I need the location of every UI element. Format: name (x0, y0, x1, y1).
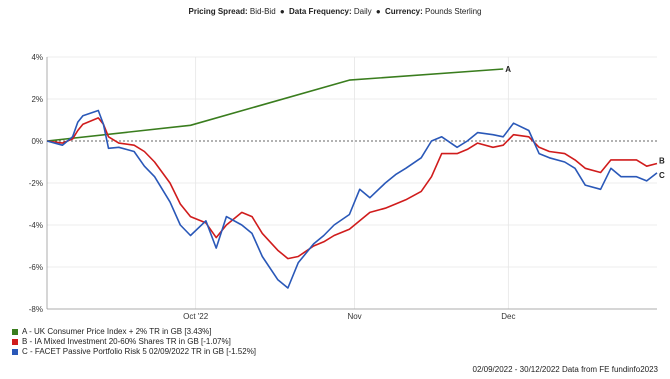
legend-swatch (12, 329, 18, 335)
series-end-labels: A BC (505, 65, 665, 180)
series-lines (46, 68, 658, 289)
y-tick-label: -6% (29, 263, 43, 272)
legend-item: B - IA Mixed Investment 20-60% Shares TR… (12, 337, 256, 347)
legend: A - UK Consumer Price Index + 2% TR in G… (12, 327, 256, 357)
legend-label: B - IA Mixed Investment 20-60% Shares TR… (22, 337, 231, 346)
currency-value: Pounds Sterling (425, 7, 482, 16)
chart-header: Pricing Spread: Bid-Bid ● Data Frequency… (0, 7, 670, 16)
y-tick-label: 4% (31, 53, 43, 62)
pricing-spread-value: Bid-Bid (249, 7, 276, 16)
series-end-label-a: A (505, 65, 511, 74)
x-tick-label: Nov (347, 312, 361, 321)
currency-key: Currency: (384, 7, 423, 16)
footer-source: 02/09/2022 - 30/12/2022 Data from FE fun… (472, 365, 658, 374)
legend-item: C - FACET Passive Portfolio Risk 5 02/09… (12, 347, 256, 357)
series-line-b (46, 117, 658, 260)
header-separator: ● (375, 7, 381, 16)
data-frequency-key: Data Frequency: (288, 7, 352, 16)
series-end-label-b: B (659, 156, 665, 165)
x-tick-label: Oct '22 (183, 312, 209, 321)
x-tick-label: Dec (501, 312, 515, 321)
y-tick-label: -4% (29, 221, 43, 230)
series-end-label-c: C (659, 171, 665, 180)
axes: 4% 2% 0% -2% -4% -6% -8% Oct '22 Nov Dec (29, 53, 657, 321)
legend-swatch (12, 349, 18, 355)
y-tick-label: -8% (29, 305, 43, 314)
legend-item: A - UK Consumer Price Index + 2% TR in G… (12, 327, 256, 337)
gridlines (47, 56, 657, 310)
y-tick-label: 0% (31, 137, 43, 146)
header-separator: ● (279, 7, 285, 16)
legend-swatch (12, 339, 18, 345)
y-tick-label: -2% (29, 179, 43, 188)
data-frequency-value: Daily (353, 7, 372, 16)
legend-label: C - FACET Passive Portfolio Risk 5 02/09… (22, 347, 257, 356)
y-tick-label: 2% (31, 95, 43, 104)
pricing-spread-key: Pricing Spread: (188, 7, 248, 16)
series-line-c (46, 109, 658, 289)
series-line-a (46, 68, 504, 142)
legend-label: A - UK Consumer Price Index + 2% TR in G… (22, 327, 212, 336)
